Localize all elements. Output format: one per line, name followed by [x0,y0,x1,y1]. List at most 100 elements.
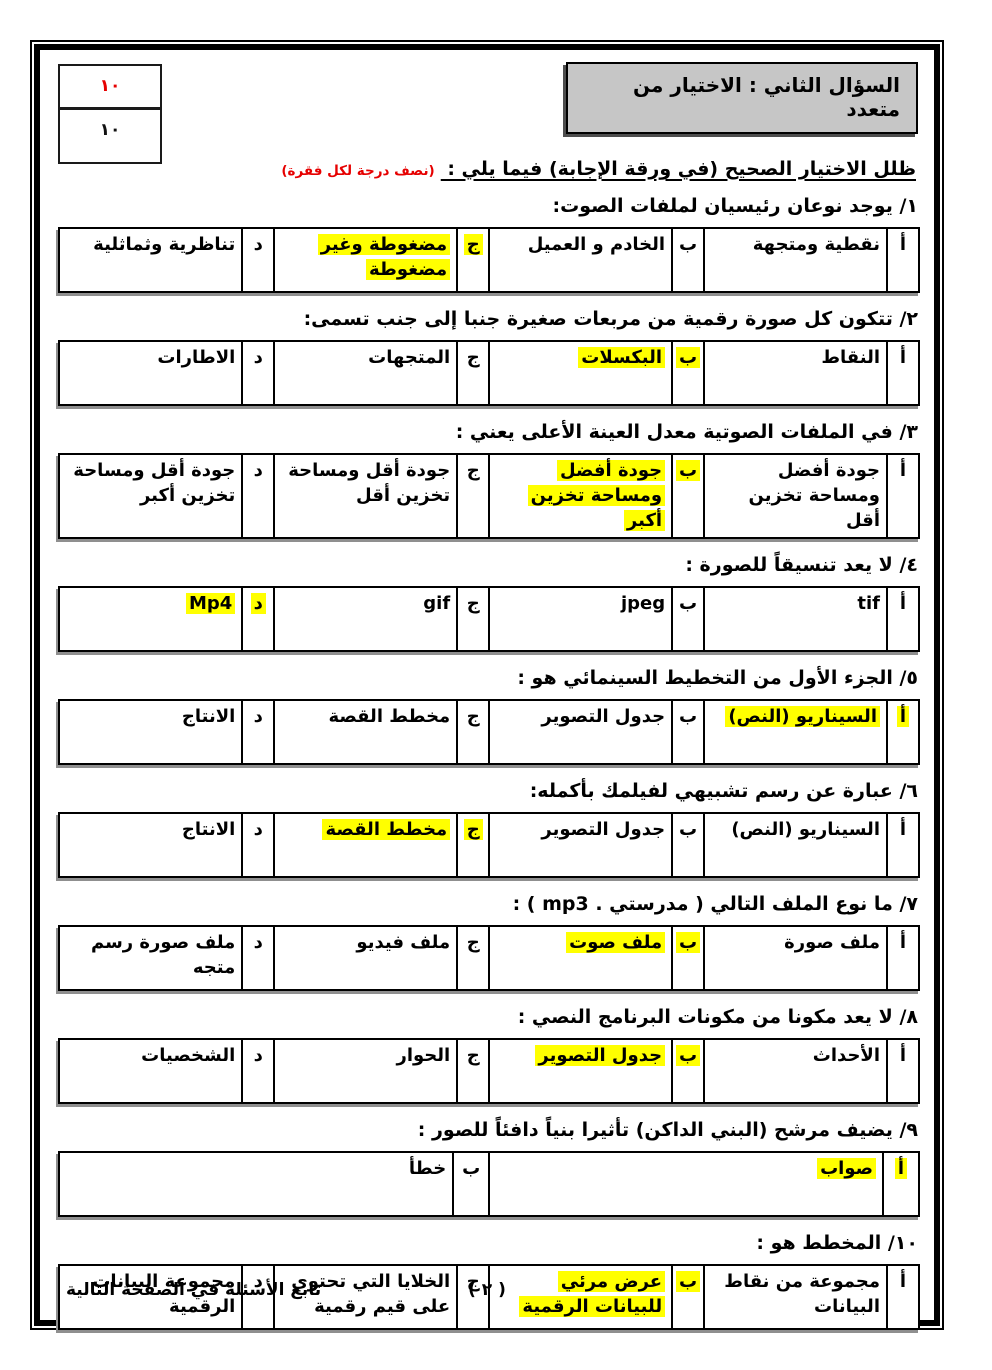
question-block: ٨/ لا يعد مكونا من مكونات البرنامج النصي… [54,1006,920,1105]
option-letter: أ [886,1038,920,1105]
option-answer: ملف صورة رسم متجه [58,925,244,992]
question-block: ٦/ عبارة عن رسم تشبيهي لفيلمك بأكمله: أ ال… [54,780,920,879]
option-letter: ب [671,1264,706,1331]
option-answer: tif [703,586,888,653]
question-text: ١/ يوجد نوعان رئيسيان لملفات الصوت: [552,195,918,217]
option-answer: الخادم و العميل [488,227,674,293]
score-box: ١٠ ١٠ [58,64,162,164]
option-letter: ج [456,812,491,879]
option-letter: د [241,699,276,766]
option-letter: د [241,1264,276,1331]
options-table: أ النقاط ب البكسلات ج المتجهات د الاطارات [58,340,920,406]
option-answer: المتجهات [273,340,459,406]
option-letter: ج [456,340,491,406]
instruction-line: ظلل الاختيار الصحيح (في ورقة الإجابة) في… [54,158,916,180]
page-content: ١٠ ١٠ السؤال الثاني : الاختيار من متعدد … [34,44,940,1331]
option-answer: الحوار [273,1038,459,1105]
option-answer: البكسلات [488,340,674,406]
option-answer: jpeg [488,586,674,653]
option-answer: الشخصيات [58,1038,244,1105]
option-answer: جودة أقل ومساحة تخزين أقل [273,452,459,540]
question-text: ٢/ تتكون كل صورة رقمية من مربعات صغيرة ج… [303,308,918,330]
option-answer: Mp4 [58,586,244,653]
option-letter: ج [456,1264,491,1331]
page-footer: ( ٢ ) تابع الأسئلة في الصفحة التالية [40,1280,934,1306]
options-table: أ نقطية ومتجهة ب الخادم و العميل ج مضغوطة وغي… [58,227,920,293]
option-letter: ب [671,812,706,879]
continue-note: تابع الأسئلة في الصفحة التالية [66,1280,322,1300]
option-letter: د [241,227,276,293]
option-answer: الأحداث [703,1038,888,1105]
option-letter: د [241,340,276,406]
question-block: ١/ يوجد نوعان رئيسيان لملفات الصوت: أ نقطي… [54,195,920,293]
option-answer: النقاط [703,340,888,406]
option-answer: جودة أفضل ومساحة تخزين أقل [703,452,888,540]
question-block: ٩/ يضيف مرشح (البني الداكن) تأثيرا بنياً… [54,1119,920,1218]
option-letter: ب [452,1151,491,1218]
question-text: ١٠/ المخطط هو : [756,1232,918,1255]
option-letter: ج [456,925,491,992]
question-text: ٦/ عبارة عن رسم تشبيهي لفيلمك بأكمله: [529,780,918,803]
option-answer: جدول التصوير [488,812,674,879]
option-letter: ب [671,452,706,540]
options-table: أ السيناريو (النص) ب جدول التصوير ج مخطط القص… [58,699,920,766]
option-answer: مجموعة البيانات الرقمية [58,1264,244,1331]
score-value-bottom: ١٠ [99,120,121,140]
option-answer: ملف صورة [703,925,888,992]
question-block: ١٠/ المخطط هو : أ مجموعة من نقاط البيانات ب… [54,1232,920,1331]
option-letter: د [241,586,276,653]
question-block: ٣/ في الملفات الصوتية معدل العينة الأعلى… [54,421,920,540]
page-frame: ١٠ ١٠ السؤال الثاني : الاختيار من متعدد … [30,40,944,1331]
question-text: ٥/ الجزء الأول من التخطيط السينمائي هو : [517,667,918,690]
options-table: أ مجموعة من نقاط البيانات ب عرض مرئي للبيان… [58,1264,920,1331]
options-table: أ الأحداث ب جدول التصوير ج الحوار د الشخصيات [58,1038,920,1105]
option-letter: أ [886,452,920,540]
instruction-text: ظلل الاختيار الصحيح (في ورقة الإجابة) في… [440,158,916,180]
question-block: ٢/ تتكون كل صورة رقمية من مربعات صغيرة ج… [54,308,920,406]
option-letter: ج [456,452,491,540]
option-letter: أ [886,227,920,293]
section-title-box: السؤال الثاني : الاختيار من متعدد [566,62,918,134]
option-letter: أ [886,1264,920,1331]
option-letter: ج [456,699,491,766]
option-answer: مجموعة من نقاط البيانات [703,1264,888,1331]
option-answer: ملف صوت [488,925,674,992]
question-text: ٨/ لا يعد مكونا من مكونات البرنامج النصي… [517,1006,918,1029]
option-answer: السيناريو (النص) [703,812,888,879]
question-text: ٩/ يضيف مرشح (البني الداكن) تأثيرا بنياً… [417,1119,918,1142]
option-letter: ج [456,586,491,653]
option-letter: أ [886,925,920,992]
question-text: ٣/ في الملفات الصوتية معدل العينة الأعلى… [455,421,918,443]
option-letter: ب [671,227,706,293]
option-answer: نقطية ومتجهة [703,227,888,293]
score-value-top: ١٠ [60,66,160,110]
option-answer: جدول التصوير [488,699,674,766]
question-block: ٤/ لا يعد تنسيقاً للصورة : أ tif ب jpeg ج gif د… [54,554,920,653]
options-table: أ السيناريو (النص) ب جدول التصوير ج مخطط القص… [58,812,920,879]
options-table: أ جودة أفضل ومساحة تخزين أقل ب جودة أفضل وم… [58,452,920,540]
question-block: ٥/ الجزء الأول من التخطيط السينمائي هو :… [54,667,920,766]
options-table: أ tif ب jpeg ج gif د Mp4 [58,586,920,653]
option-answer: الانتاج [58,699,244,766]
questions-list: ١/ يوجد نوعان رئيسيان لملفات الصوت: أ نقطي… [54,195,920,1331]
page-number: ( ٢ ) [468,1280,506,1300]
option-letter: أ [886,340,920,406]
question-text: ٤/ لا يعد تنسيقاً للصورة : [685,554,918,577]
options-table: أ صواب ب خطأ [58,1151,920,1218]
option-letter: ج [456,227,491,293]
option-answer: جدول التصوير [488,1038,674,1105]
option-answer: تناظرية وثماثلية [58,227,244,293]
question-text: ٧/ ما نوع الملف التالي ( مدرستي . mp3 ) … [512,893,918,916]
option-answer: ملف فيديو [273,925,459,992]
section-title: السؤال الثاني : الاختيار من متعدد [633,73,900,121]
option-letter: ج [456,1038,491,1105]
option-letter: ب [671,925,706,992]
instruction-note: (نصف درجة لكل فقرة) [281,163,435,179]
option-answer: gif [273,586,459,653]
option-letter: أ [882,1151,920,1218]
option-letter: د [241,812,276,879]
option-letter: ب [671,586,706,653]
option-answer: صواب [488,1151,884,1218]
option-letter: ب [671,1038,706,1105]
option-answer: السيناريو (النص) [703,699,888,766]
